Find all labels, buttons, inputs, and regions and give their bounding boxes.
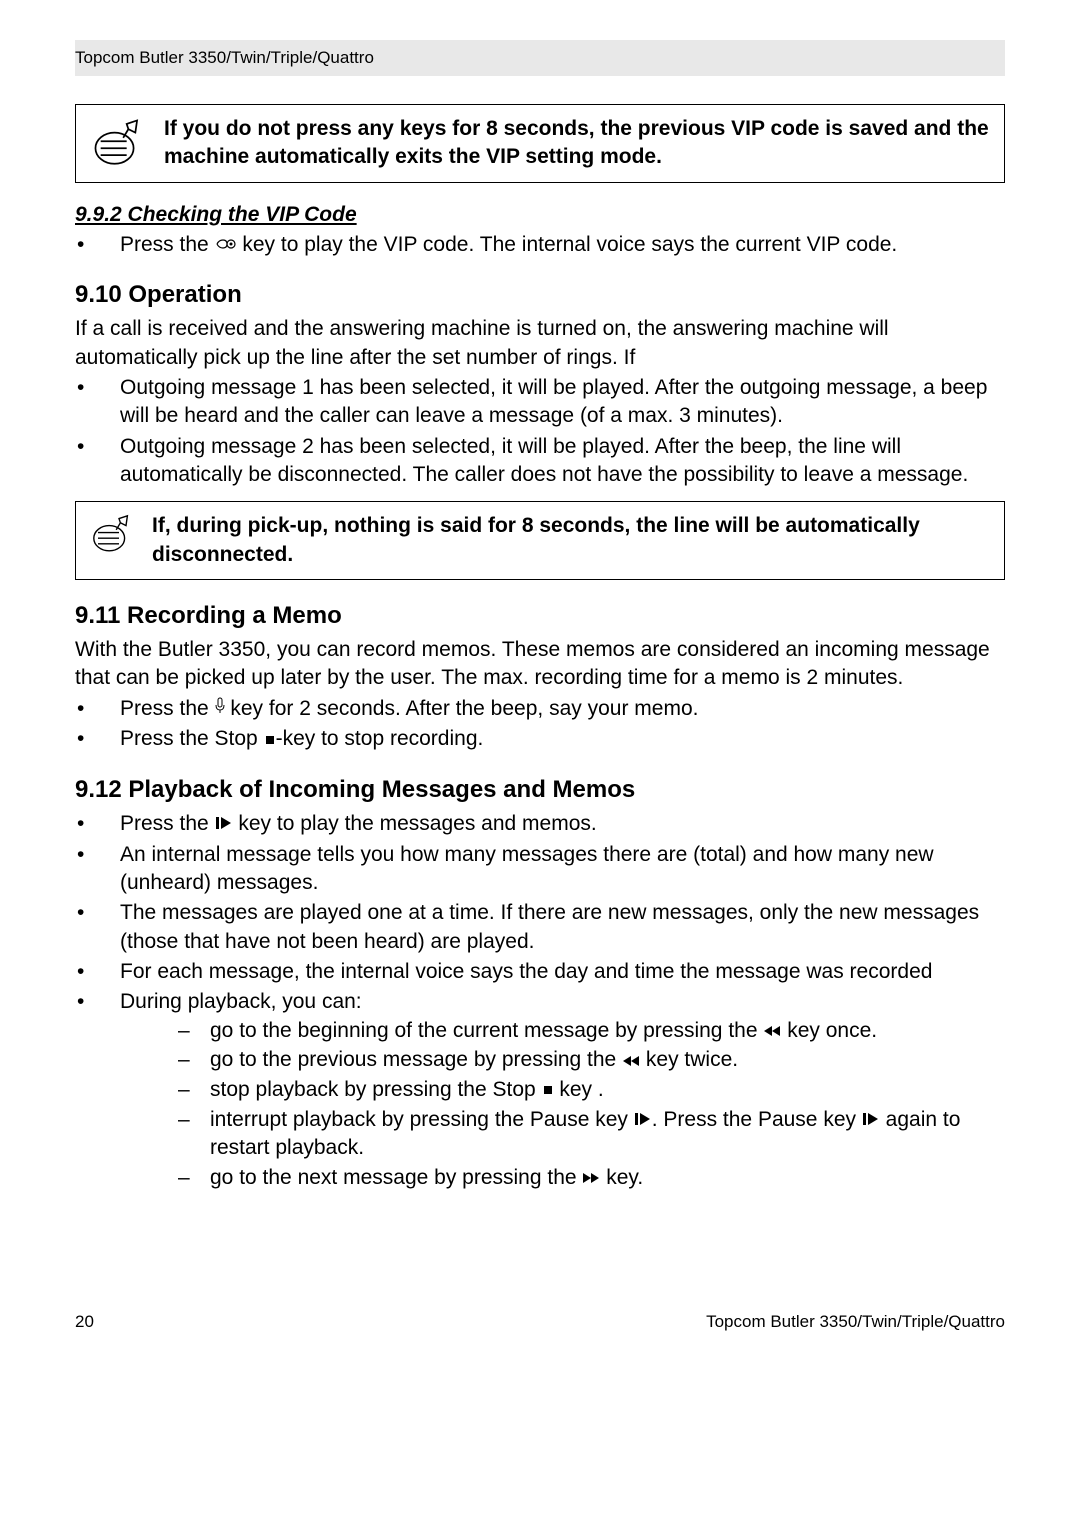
rewind-key-icon [763, 1017, 781, 1045]
text-fragment: key . [554, 1078, 604, 1101]
text-fragment: Press the [120, 812, 215, 835]
section-912-title: 9.12 Playback of Incoming Messages and M… [75, 776, 1005, 804]
rewind-key-icon [622, 1047, 640, 1075]
text-fragment: go to the next message by pressing the [210, 1166, 582, 1189]
page-number: 20 [75, 1312, 94, 1332]
text-fragment: key. [600, 1166, 643, 1189]
note-box-vip: If you do not press any keys for 8 secon… [75, 104, 1005, 183]
list-item: go to the previous message by pressing t… [120, 1046, 1005, 1075]
section-912-sublist: go to the beginning of the current messa… [120, 1017, 1005, 1192]
list-item: Press the key to play the messages and m… [75, 810, 1005, 839]
section-910-intro: If a call is received and the answering … [75, 315, 1005, 372]
stop-key-icon [542, 1076, 554, 1104]
vip-key-icon [215, 231, 237, 259]
text-fragment: Press the Stop [120, 727, 264, 750]
note-icon [90, 512, 134, 556]
text-fragment: key to play the messages and memos. [233, 812, 597, 835]
forward-key-icon [582, 1164, 600, 1192]
text-fragment: Press the [120, 697, 215, 720]
section-911-list: Press the key for 2 seconds. After the b… [75, 695, 1005, 754]
page-container: Topcom Butler 3350/Twin/Triple/Quattro I… [0, 0, 1080, 1372]
text-fragment: . Press the Pause key [652, 1108, 862, 1131]
list-item: Outgoing message 1 has been selected, it… [75, 374, 1005, 431]
note-text-pickup: If, during pick-up, nothing is said for … [152, 512, 990, 569]
note-box-pickup: If, during pick-up, nothing is said for … [75, 501, 1005, 580]
subsection-992-list: Press the key to play the VIP code. The … [75, 231, 1005, 260]
section-910-list: Outgoing message 1 has been selected, it… [75, 374, 1005, 489]
text-fragment: go to the beginning of the current messa… [210, 1019, 763, 1042]
list-item: During playback, you can: go to the begi… [75, 988, 1005, 1192]
page-footer: 20 Topcom Butler 3350/Twin/Triple/Quattr… [75, 1312, 1005, 1332]
section-911-title: 9.11 Recording a Memo [75, 602, 1005, 630]
text-fragment: interrupt playback by pressing the Pause… [210, 1108, 634, 1131]
text-fragment: go to the previous message by pressing t… [210, 1048, 622, 1071]
list-item: interrupt playback by pressing the Pause… [120, 1106, 1005, 1163]
text-fragment: key to play the VIP code. The internal v… [237, 233, 898, 256]
play-pause-key-icon [862, 1106, 880, 1134]
list-item: Press the Stop -key to stop recording. [75, 725, 1005, 754]
text-fragment: key for 2 seconds. After the beep, say y… [225, 697, 699, 720]
list-item: stop playback by pressing the Stop key . [120, 1076, 1005, 1105]
text-fragment: key twice. [640, 1048, 738, 1071]
subsection-992-title: 9.9.2 Checking the VIP Code [75, 203, 1005, 227]
page-header: Topcom Butler 3350/Twin/Triple/Quattro [75, 40, 1005, 76]
note-text-vip: If you do not press any keys for 8 secon… [164, 115, 990, 172]
play-pause-key-icon [215, 810, 233, 838]
list-item: go to the next message by pressing the k… [120, 1164, 1005, 1193]
section-912-list: Press the key to play the messages and m… [75, 810, 1005, 1192]
list-item: For each message, the internal voice say… [75, 958, 1005, 986]
footer-right: Topcom Butler 3350/Twin/Triple/Quattro [706, 1312, 1005, 1332]
text-fragment: -key to stop recording. [276, 727, 484, 750]
section-911-intro: With the Butler 3350, you can record mem… [75, 636, 1005, 693]
section-910-title: 9.10 Operation [75, 281, 1005, 309]
list-item: The messages are played one at a time. I… [75, 899, 1005, 956]
text-fragment: stop playback by pressing the Stop [210, 1078, 542, 1101]
text-fragment: key once. [781, 1019, 877, 1042]
play-pause-key-icon [634, 1106, 652, 1134]
header-text: Topcom Butler 3350/Twin/Triple/Quattro [75, 48, 374, 67]
list-item: Press the key for 2 seconds. After the b… [75, 695, 1005, 724]
text-fragment: Press the [120, 233, 215, 256]
text-fragment: During playback, you can: [120, 990, 362, 1013]
mic-key-icon [215, 695, 225, 723]
stop-key-icon [264, 726, 276, 754]
list-item: Outgoing message 2 has been selected, it… [75, 433, 1005, 490]
list-item: An internal message tells you how many m… [75, 841, 1005, 898]
note-icon [90, 115, 146, 171]
list-item: go to the beginning of the current messa… [120, 1017, 1005, 1046]
list-item: Press the key to play the VIP code. The … [75, 231, 1005, 260]
